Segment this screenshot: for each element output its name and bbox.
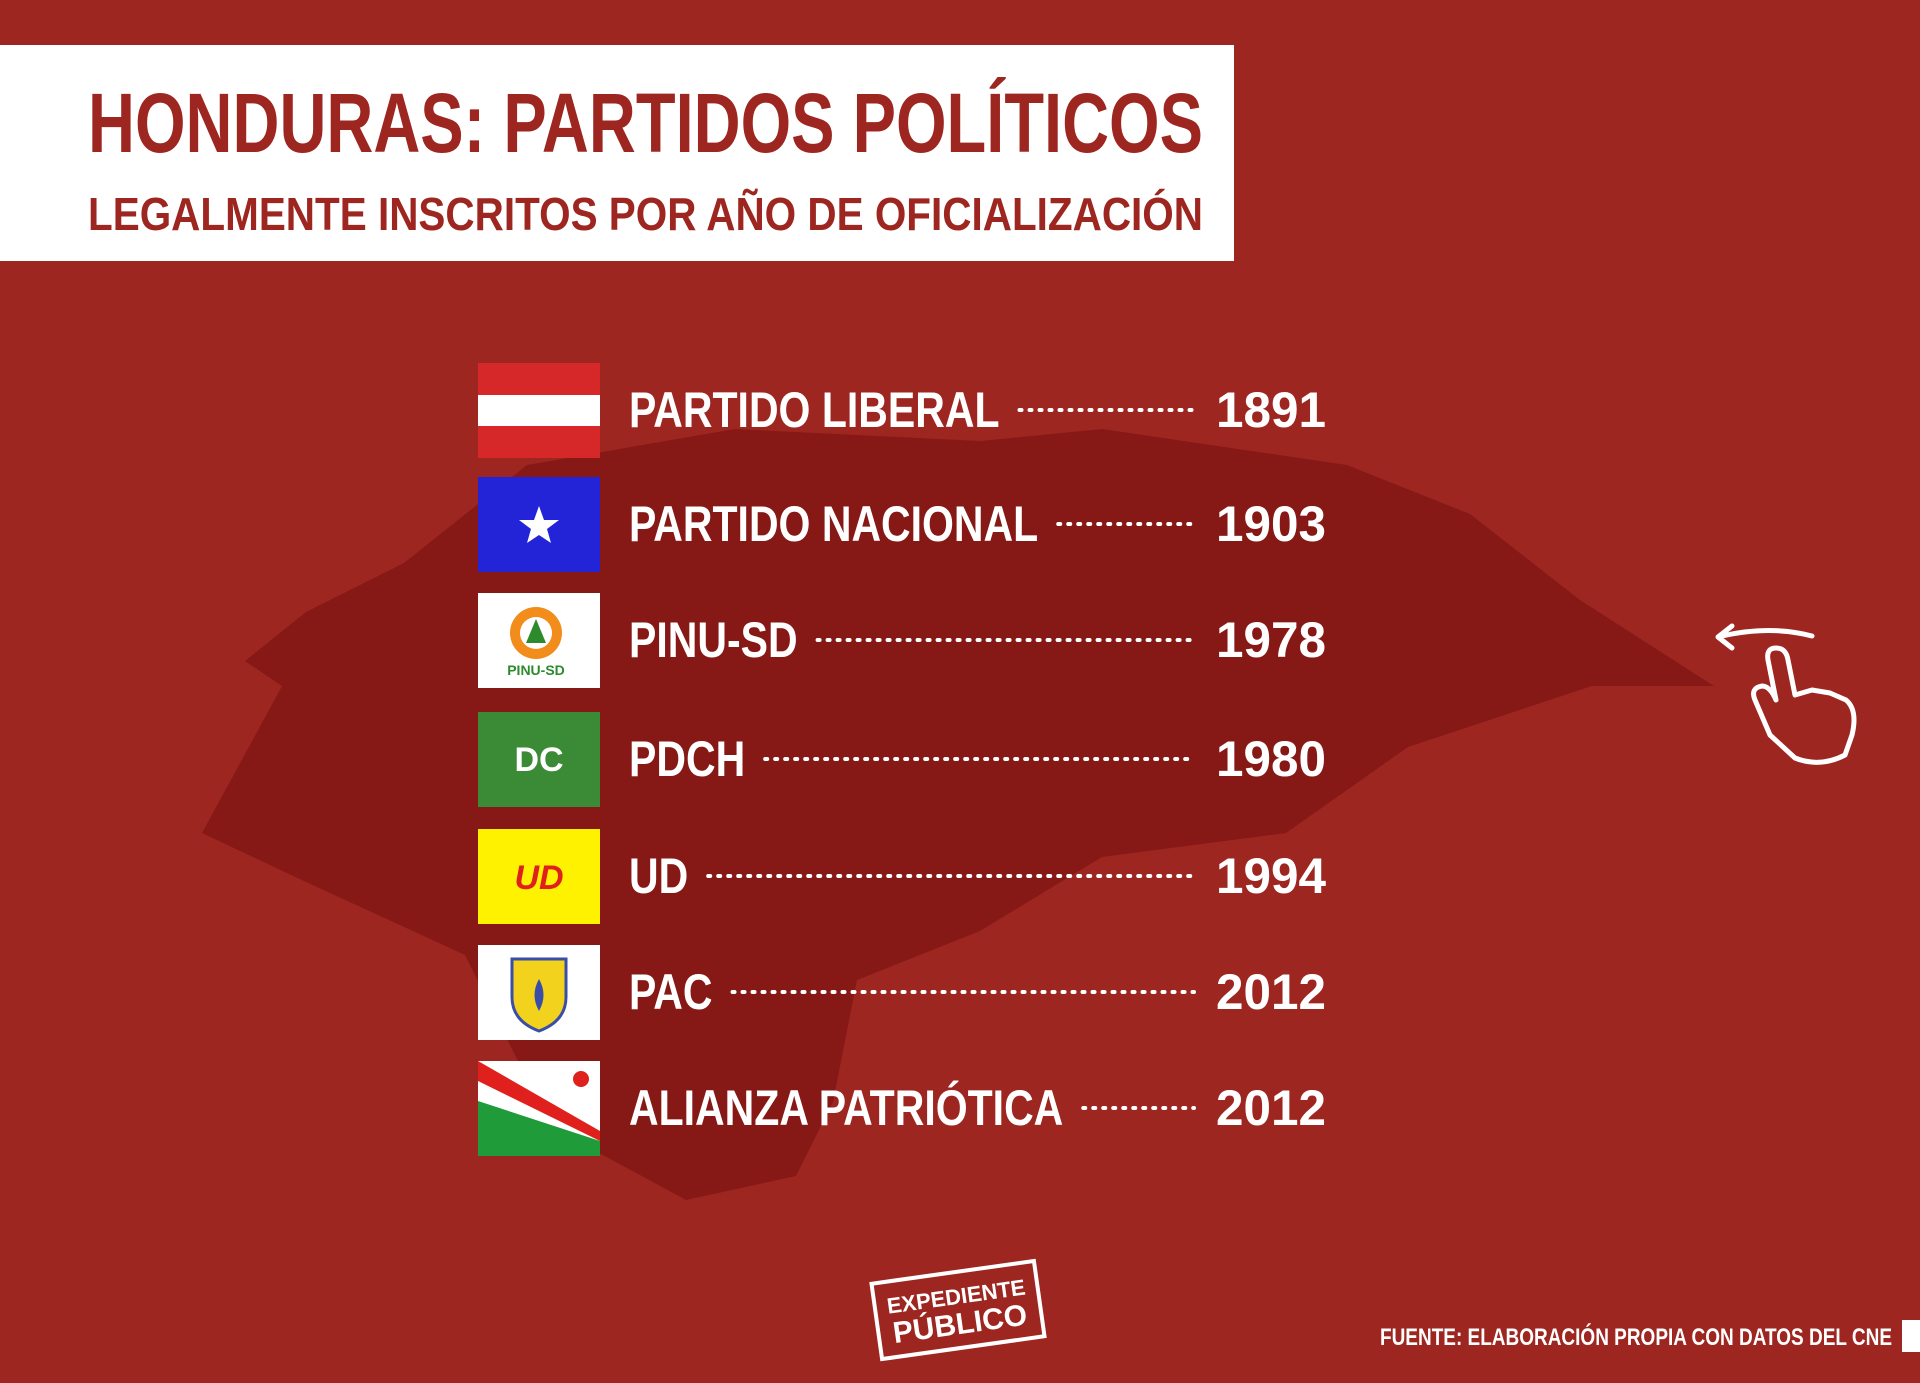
swipe-icon [1715, 623, 1857, 765]
party-name: PDCH [629, 731, 745, 787]
flag-ud: UD [478, 829, 600, 924]
party-year: 1980 [1216, 731, 1326, 787]
flag-pinu: PINU-SD [478, 593, 600, 688]
logo-text: PINU-SD [507, 662, 565, 678]
party-row: UD 1994 [629, 848, 1326, 904]
subtitle: LEGALMENTE INSCRITOS POR AÑO DE OFICIALI… [88, 188, 1203, 240]
party-name: ALIANZA PATRIÓTICA [629, 1080, 1063, 1136]
source: FUENTE: ELABORACIÓN PROPIA CON DATOS DEL… [1380, 1323, 1892, 1351]
flag-pac [478, 945, 600, 1040]
party-row: PARTIDO LIBERAL 1891 [629, 382, 1326, 438]
party-name: PARTIDO LIBERAL [629, 382, 1000, 438]
party-name: PARTIDO NACIONAL [629, 496, 1038, 552]
flag-alianza [478, 1061, 600, 1156]
party-name: PINU-SD [629, 612, 798, 668]
flag-liberal [478, 363, 600, 458]
party-row: PARTIDO NACIONAL 1903 [629, 496, 1326, 552]
party-row: PAC 2012 [629, 964, 1326, 1020]
party-year: 2012 [1216, 1080, 1326, 1136]
title: HONDURAS: PARTIDOS POLÍTICOS [88, 76, 1203, 170]
logo-text: DC [514, 741, 563, 779]
party-row: PINU-SD 1978 [629, 612, 1326, 668]
party-year: 1994 [1216, 848, 1326, 904]
party-year: 1891 [1216, 382, 1326, 438]
party-name: UD [629, 848, 688, 904]
flag-nacional [478, 477, 600, 572]
party-row: PDCH 1980 [629, 731, 1326, 787]
party-year: 1903 [1216, 496, 1326, 552]
party-name: PAC [629, 964, 713, 1020]
flag-dc: DC [478, 712, 600, 807]
logo-text: UD [514, 859, 563, 897]
source-marker [1902, 1320, 1920, 1352]
party-year: 1978 [1216, 612, 1326, 668]
party-row: ALIANZA PATRIÓTICA 2012 [629, 1080, 1326, 1136]
header-box [0, 45, 1234, 261]
party-year: 2012 [1216, 964, 1326, 1020]
